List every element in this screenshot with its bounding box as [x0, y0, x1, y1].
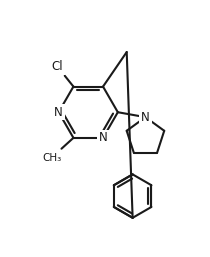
Text: CH₃: CH₃ — [42, 153, 61, 163]
Text: N: N — [141, 111, 150, 124]
Text: N: N — [54, 106, 63, 119]
Text: Cl: Cl — [52, 60, 63, 73]
Text: N: N — [99, 131, 107, 144]
